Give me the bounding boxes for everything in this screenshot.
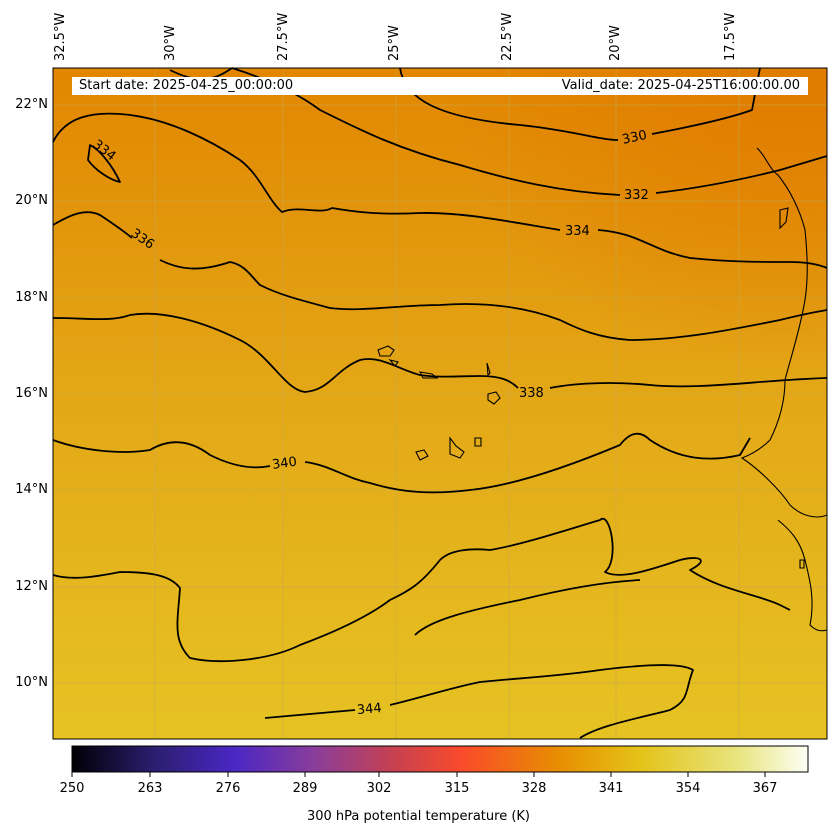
contour-334-north	[52, 112, 828, 269]
colorbar-tick-label: 341	[598, 781, 624, 796]
island-10	[799, 559, 805, 569]
coastlines	[377, 147, 828, 632]
contour-label: 344	[356, 701, 382, 718]
island-3	[419, 371, 439, 379]
contour-label: 332	[624, 188, 649, 203]
contour-lines	[52, 67, 828, 739]
map-frame	[52, 67, 828, 740]
contour-340	[52, 432, 751, 494]
colorbar-tick-label: 289	[292, 781, 318, 796]
island-5	[487, 391, 501, 405]
lon-tick-label: 22.5°W	[500, 12, 515, 61]
lon-tick-label: 32.5°W	[53, 12, 68, 61]
contour-336	[52, 211, 828, 341]
gridlines	[53, 68, 827, 739]
island-8	[415, 449, 429, 461]
island-6	[449, 436, 465, 459]
island-7	[474, 437, 482, 447]
colorbar-tick-label: 367	[752, 781, 778, 796]
colorbar	[71, 745, 809, 773]
africa-coast	[740, 147, 828, 632]
contour-344	[264, 664, 694, 739]
lat-tick-label: 10°N	[15, 675, 48, 690]
island-4	[486, 362, 491, 377]
lat-tick-label: 18°N	[15, 290, 48, 305]
colorbar-title: 300 hPa potential temperature (K)	[306, 809, 530, 824]
colorbar-tick-label: 263	[137, 781, 163, 796]
contour-334-loop	[87, 144, 121, 183]
colorbar-tick-label: 354	[675, 781, 701, 796]
lon-tick-label: 25°W	[387, 25, 402, 61]
lon-tick-label: 27.5°W	[276, 12, 291, 61]
contour-label: 334	[565, 224, 590, 239]
colorbar-tick-label: 315	[444, 781, 470, 796]
colorbar-tick-label: 276	[215, 781, 241, 796]
lon-tick-label: 20°W	[608, 25, 623, 61]
contour-342	[52, 517, 791, 662]
island-1	[377, 345, 395, 357]
island-2	[388, 359, 399, 367]
colorbar-tick-label: 250	[59, 781, 85, 796]
lon-tick-label: 30°W	[163, 25, 178, 61]
info-header: Start date: 2025-04-25_00:00:00 Valid_da…	[72, 77, 808, 95]
valid-date-label: Valid_date: 2025-04-25T16:00:00.00	[561, 78, 800, 93]
contour-338	[52, 312, 828, 393]
lat-tick-label: 20°N	[15, 193, 48, 208]
contour-label: 338	[519, 386, 544, 401]
colorbar-ticks	[71, 772, 766, 777]
contour-342-tongue	[414, 579, 641, 636]
contour-label: 340	[271, 455, 298, 473]
start-date-label: Start date: 2025-04-25_00:00:00	[79, 78, 294, 93]
lat-tick-label: 16°N	[15, 386, 48, 401]
colorbar-tick-label: 328	[521, 781, 547, 796]
lat-tick-label: 14°N	[15, 482, 48, 497]
lat-tick-label: 22°N	[15, 97, 48, 112]
colorbar-tick-label: 302	[366, 781, 392, 796]
lon-tick-label: 17.5°W	[723, 12, 738, 61]
contour-label: 330	[621, 128, 648, 148]
potential-temperature-field	[53, 68, 827, 739]
lat-tick-label: 12°N	[15, 579, 48, 594]
island-9	[779, 207, 789, 230]
